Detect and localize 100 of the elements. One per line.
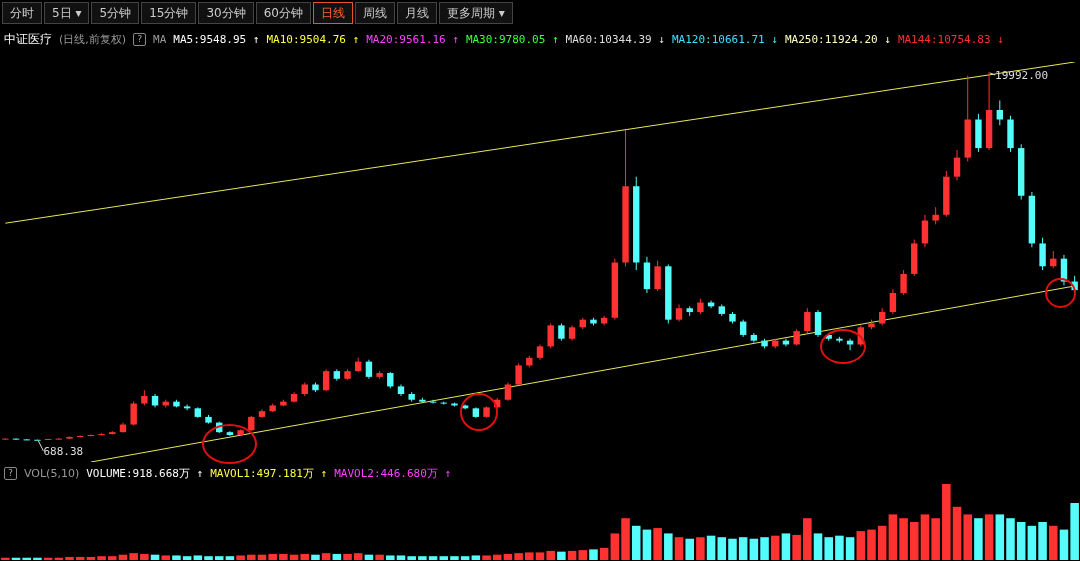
text: MA30:9780.05 ↑ bbox=[465, 33, 559, 46]
bar bbox=[353, 553, 363, 560]
bar bbox=[909, 522, 919, 560]
bar bbox=[311, 554, 320, 560]
text: 30分钟 bbox=[198, 2, 254, 24]
bar bbox=[332, 553, 342, 560]
bar bbox=[97, 556, 106, 560]
bar bbox=[696, 537, 705, 560]
bar bbox=[439, 556, 449, 560]
bar bbox=[492, 554, 502, 560]
bar bbox=[182, 556, 192, 560]
candlestick bbox=[429, 399, 437, 405]
text: 周线 bbox=[354, 2, 395, 24]
bar bbox=[845, 537, 855, 560]
bar bbox=[824, 537, 833, 560]
text: 15分钟 bbox=[141, 2, 197, 24]
text: 更多周期 ▾ bbox=[438, 2, 513, 24]
bar bbox=[471, 555, 481, 560]
annotation: 688.38 bbox=[43, 444, 84, 458]
text: MAVOL1:497.181万 ↑ bbox=[210, 466, 328, 481]
text: MA60:10344.39 ↓ bbox=[565, 33, 665, 46]
text: 5日 ▾ bbox=[44, 2, 90, 24]
candlestick bbox=[183, 404, 191, 411]
bar bbox=[321, 553, 331, 560]
bar bbox=[1038, 522, 1047, 560]
text: MA144:10754.83 ↓ bbox=[897, 33, 1004, 46]
text: ? bbox=[133, 33, 147, 46]
bar bbox=[653, 528, 662, 560]
bar bbox=[214, 556, 224, 560]
text: MA250:11924.20 ↓ bbox=[784, 33, 891, 46]
chart-title: 中证医疗 bbox=[4, 31, 52, 48]
bar bbox=[525, 552, 534, 560]
bar bbox=[1070, 503, 1079, 560]
text: 分时 bbox=[2, 2, 42, 24]
bar bbox=[204, 556, 213, 560]
text: 5分钟 bbox=[91, 2, 140, 24]
bar bbox=[631, 525, 641, 560]
bar bbox=[557, 551, 566, 560]
candlestick bbox=[1039, 237, 1046, 271]
bar bbox=[760, 537, 769, 560]
bar bbox=[247, 554, 256, 560]
bar bbox=[877, 525, 887, 560]
bar bbox=[407, 556, 416, 560]
bar bbox=[193, 555, 203, 560]
bar bbox=[813, 533, 823, 560]
bar bbox=[514, 553, 523, 560]
chart-subtitle: (日线,前复权) bbox=[59, 32, 127, 47]
bar bbox=[931, 518, 940, 560]
bar bbox=[375, 554, 384, 560]
bar bbox=[75, 556, 85, 560]
bar bbox=[899, 518, 908, 560]
bar bbox=[482, 555, 491, 560]
bar bbox=[129, 553, 138, 560]
text: MA5:9548.95 ↑ bbox=[173, 33, 260, 46]
text: 月线 bbox=[396, 2, 437, 24]
bar bbox=[589, 549, 598, 560]
bar bbox=[1, 557, 10, 560]
bar bbox=[268, 553, 277, 560]
text: 日线 bbox=[312, 2, 353, 24]
bar bbox=[685, 538, 694, 560]
bar bbox=[396, 555, 406, 560]
bar bbox=[1059, 529, 1069, 560]
candlestick bbox=[921, 214, 929, 248]
text: MA10:9504.76 ↑ bbox=[266, 33, 360, 46]
candlestick bbox=[547, 322, 554, 349]
bar bbox=[33, 557, 42, 560]
bar bbox=[22, 557, 32, 560]
candlestick bbox=[804, 307, 811, 334]
bar bbox=[717, 537, 727, 560]
bar bbox=[674, 537, 684, 560]
bar bbox=[460, 556, 470, 560]
bar bbox=[835, 535, 844, 560]
candlestick bbox=[996, 99, 1004, 126]
bar bbox=[140, 553, 149, 560]
bar bbox=[65, 556, 74, 560]
bar bbox=[1006, 518, 1015, 560]
text: 60分钟 bbox=[255, 2, 311, 24]
bar bbox=[578, 550, 588, 560]
bar bbox=[279, 553, 288, 560]
bar bbox=[963, 514, 972, 560]
bar bbox=[599, 547, 609, 560]
text: MAVOL2:446.680万 ↑ bbox=[334, 466, 452, 481]
bar bbox=[728, 538, 737, 560]
candlestick bbox=[814, 309, 822, 338]
text: MA120:10661.71 ↓ bbox=[671, 33, 778, 46]
candlestick bbox=[322, 368, 330, 392]
bar bbox=[300, 553, 310, 560]
candlestick bbox=[654, 260, 661, 292]
bar bbox=[984, 514, 994, 560]
bar bbox=[1027, 525, 1037, 560]
bar bbox=[1016, 522, 1026, 560]
bar bbox=[108, 556, 117, 560]
bar bbox=[1048, 525, 1058, 560]
bar bbox=[343, 553, 352, 560]
bar bbox=[770, 535, 780, 560]
bar bbox=[738, 537, 748, 560]
bar bbox=[428, 556, 438, 560]
bar bbox=[920, 514, 930, 560]
candlestick bbox=[504, 382, 512, 402]
bar bbox=[161, 555, 171, 560]
